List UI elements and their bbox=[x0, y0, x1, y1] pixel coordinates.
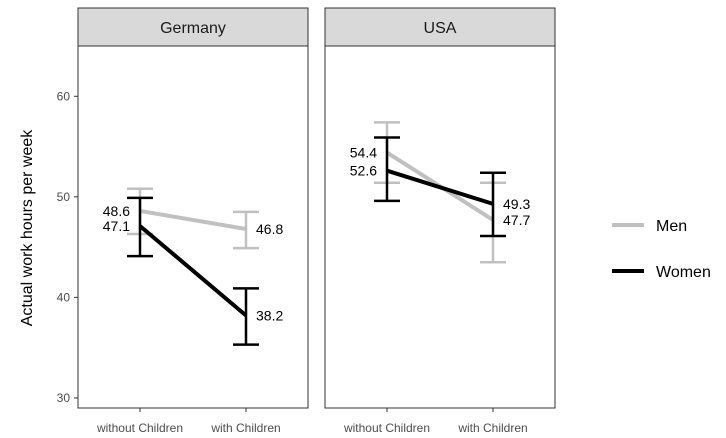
data-label-germany-men-0: 48.6 bbox=[103, 203, 130, 219]
x-tick-label-germany-0: without Children bbox=[96, 421, 183, 435]
panel-frame-usa bbox=[324, 45, 556, 409]
legend-label-women: Women bbox=[656, 264, 711, 281]
y-tick-label-40: 40 bbox=[57, 290, 71, 304]
data-label-germany-women-0: 47.1 bbox=[103, 218, 130, 234]
panel-frame-germany bbox=[77, 45, 309, 409]
data-label-usa-men-1: 47.7 bbox=[503, 212, 530, 228]
data-label-germany-men-1: 46.8 bbox=[256, 221, 283, 237]
x-tick-label-germany-1: with Children bbox=[210, 421, 280, 435]
data-label-usa-women-0: 52.6 bbox=[350, 163, 377, 179]
panel-strip-usa bbox=[324, 7, 556, 47]
data-label-usa-women-1: 49.3 bbox=[503, 196, 530, 212]
panel-title-usa: USA bbox=[424, 20, 457, 37]
series-line-germany-men bbox=[139, 208, 247, 231]
y-tick-label-30: 30 bbox=[57, 391, 71, 405]
y-axis-title: Actual work hours per week bbox=[19, 129, 36, 327]
x-tick-label-usa-1: with Children bbox=[457, 421, 527, 435]
series-line-germany-women bbox=[138, 224, 248, 318]
panel-title-germany: Germany bbox=[160, 20, 226, 37]
panel-strip-germany bbox=[77, 7, 309, 47]
x-tick-label-usa-0: without Children bbox=[343, 421, 430, 435]
data-label-germany-women-1: 38.2 bbox=[256, 307, 283, 323]
y-tick-label-50: 50 bbox=[57, 190, 71, 204]
series-line-usa-women bbox=[386, 168, 494, 206]
legend-label-men: Men bbox=[656, 218, 687, 235]
data-label-usa-men-0: 54.4 bbox=[350, 145, 377, 161]
y-tick-label-60: 60 bbox=[57, 89, 71, 103]
